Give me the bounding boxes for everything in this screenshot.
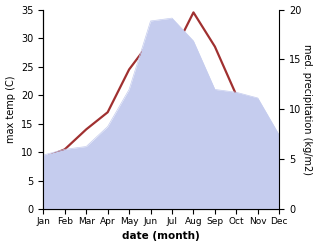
Y-axis label: max temp (C): max temp (C) <box>5 76 16 143</box>
Y-axis label: med. precipitation (kg/m2): med. precipitation (kg/m2) <box>302 44 313 175</box>
X-axis label: date (month): date (month) <box>122 231 200 242</box>
